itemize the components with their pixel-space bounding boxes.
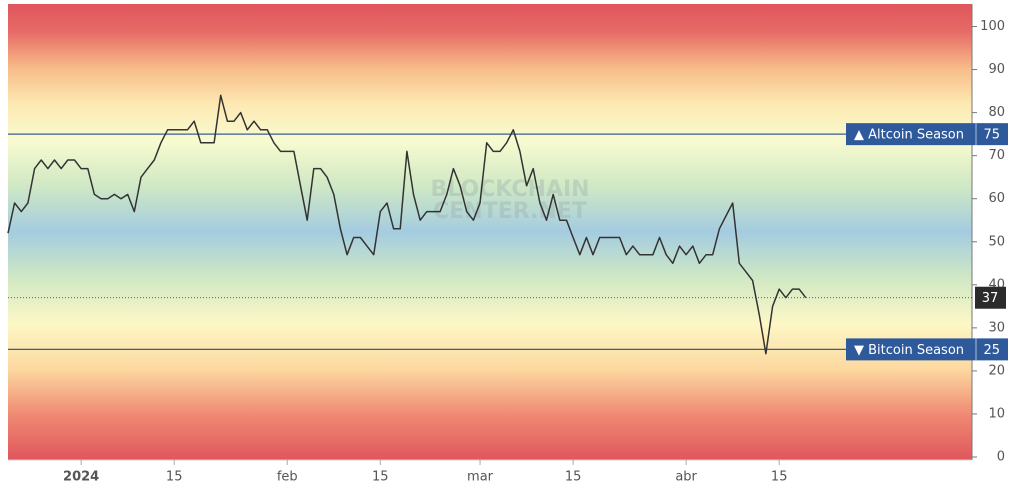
threshold-box (846, 338, 1008, 361)
x-tick-label: 15 (166, 470, 183, 485)
y-tick-label: 70 (988, 148, 1005, 163)
threshold-value: 25 (983, 343, 1000, 358)
series-line (7, 94, 807, 355)
y-tick-label: 90 (988, 62, 1005, 77)
x-tick-label: abr (675, 470, 697, 485)
x-tick-label: feb (277, 470, 298, 485)
y-tick-label: 60 (988, 191, 1005, 206)
threshold-label: ▲ Altcoin Season (854, 128, 964, 143)
threshold-value: 75 (983, 128, 1000, 143)
x-tick-label: mar (467, 470, 494, 485)
y-tick-label: 30 (988, 320, 1005, 335)
watermark: BLOCKCHAIN (430, 177, 589, 202)
y-tick-label: 10 (988, 406, 1005, 421)
y-tick-label: 20 (988, 363, 1005, 378)
y-tick-label: 0 (997, 450, 1005, 465)
plot-background (8, 4, 972, 460)
x-tick-label: 15 (372, 470, 389, 485)
x-tick-label: 15 (771, 470, 788, 485)
y-tick-label: 100 (980, 19, 1005, 34)
y-tick-label: 50 (988, 234, 1005, 249)
threshold-label: ▼ Bitcoin Season (854, 343, 964, 358)
threshold-box (846, 123, 1008, 146)
y-tick-label: 80 (988, 105, 1005, 120)
x-tick-label: 2024 (63, 470, 99, 485)
current-value-label: 37 (982, 291, 999, 306)
x-tick-label: 15 (565, 470, 582, 485)
current-value-box (975, 286, 1006, 309)
